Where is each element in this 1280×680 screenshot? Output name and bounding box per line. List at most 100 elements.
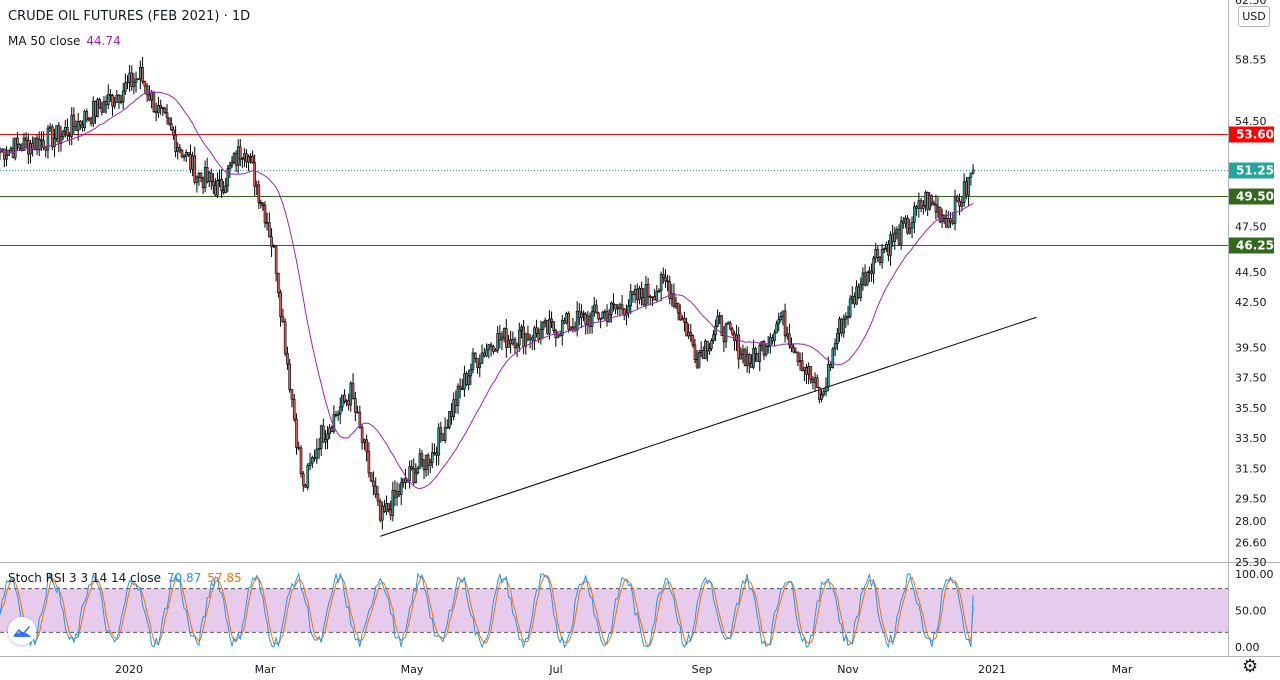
- candle-body: [63, 126, 67, 133]
- candle: [414, 463, 418, 484]
- time-axis-label: Sep: [692, 663, 713, 676]
- settings-gear-icon[interactable]: ⚙: [1242, 656, 1259, 677]
- candle: [0, 147, 2, 161]
- candle: [448, 410, 451, 430]
- candle: [209, 168, 213, 190]
- candle-body: [949, 218, 952, 222]
- candle: [827, 356, 830, 392]
- candle: [956, 195, 959, 203]
- candle-body: [872, 257, 875, 274]
- candle-body: [590, 311, 594, 327]
- candle-body: [378, 500, 382, 521]
- currency-button[interactable]: USD: [1238, 6, 1270, 27]
- candle-body: [330, 427, 334, 432]
- candle-body: [971, 169, 975, 174]
- candle-body: [351, 382, 355, 399]
- candle: [136, 78, 140, 81]
- candle: [126, 75, 129, 90]
- candle-body: [901, 220, 905, 224]
- candle: [193, 146, 197, 185]
- candle: [72, 107, 76, 134]
- candle-body: [139, 67, 142, 79]
- candle-body: [699, 350, 703, 353]
- candle: [766, 335, 770, 354]
- candle: [689, 324, 693, 342]
- candle-body: [410, 466, 413, 469]
- time-axis-label: Mar: [1112, 663, 1133, 676]
- candle: [16, 132, 19, 151]
- candle: [228, 161, 232, 178]
- tradingview-logo-icon[interactable]: [8, 617, 36, 645]
- candle-body: [489, 344, 493, 347]
- candle-body: [24, 137, 28, 141]
- candle-body: [315, 448, 319, 460]
- candle: [220, 169, 223, 198]
- candle: [372, 471, 375, 496]
- candle: [467, 369, 471, 391]
- candle-body: [363, 439, 366, 443]
- candle: [322, 418, 325, 443]
- candle-body: [301, 473, 305, 486]
- candle-body: [13, 137, 17, 159]
- stoch-axis-label: 50.00: [1235, 605, 1267, 618]
- candle-body: [906, 217, 909, 234]
- candle-body: [148, 94, 151, 101]
- candle-body: [829, 364, 832, 368]
- candle-body: [277, 272, 280, 293]
- candle-body: [633, 288, 637, 295]
- candle: [842, 314, 846, 338]
- candle-body: [243, 153, 246, 159]
- price-level-label: 49.50: [1236, 190, 1274, 204]
- candle-body: [170, 123, 173, 131]
- candle-body: [796, 351, 800, 362]
- candle-body: [234, 153, 238, 166]
- candle-body: [701, 350, 705, 360]
- candle: [426, 452, 430, 476]
- candle-body: [960, 202, 964, 207]
- candle: [443, 417, 447, 444]
- candle: [367, 442, 371, 478]
- candle-body: [629, 291, 633, 307]
- candle-body: [781, 310, 785, 317]
- candle-body: [437, 427, 440, 456]
- candle: [96, 97, 99, 118]
- candle-body: [908, 227, 912, 234]
- candle: [496, 326, 499, 354]
- candle-body: [622, 308, 626, 316]
- candle: [238, 139, 242, 167]
- stoch-k-line: [0, 572, 974, 649]
- candle: [758, 342, 762, 372]
- candle-body: [33, 137, 37, 150]
- candle-body: [575, 310, 579, 331]
- candle-body: [530, 337, 534, 341]
- candle: [410, 459, 413, 471]
- candle-body: [571, 326, 575, 329]
- candle: [98, 97, 101, 109]
- candle-body: [513, 339, 517, 349]
- candle-body: [689, 331, 693, 336]
- candle-body: [520, 326, 523, 331]
- candle: [263, 201, 267, 228]
- candle-body: [365, 439, 368, 452]
- stoch-legend: Stoch RSI 3 3 14 14 close 70.87 57.85: [8, 571, 242, 585]
- candle-body: [833, 343, 837, 350]
- candle-body: [868, 270, 871, 273]
- candle: [560, 314, 564, 346]
- candle-body: [511, 339, 515, 345]
- candle-body: [381, 505, 384, 521]
- candle-body: [272, 245, 276, 248]
- candle: [513, 336, 517, 354]
- candle-body: [913, 206, 916, 223]
- price-level-badge: [1229, 237, 1274, 254]
- candle-body: [526, 333, 530, 341]
- candle: [113, 96, 116, 109]
- candle: [460, 378, 464, 391]
- candle: [195, 175, 199, 193]
- candle: [306, 463, 310, 491]
- candle: [930, 194, 934, 207]
- candle: [967, 176, 970, 206]
- candle-body: [548, 318, 551, 334]
- candle-body: [889, 234, 892, 256]
- candle: [324, 430, 327, 450]
